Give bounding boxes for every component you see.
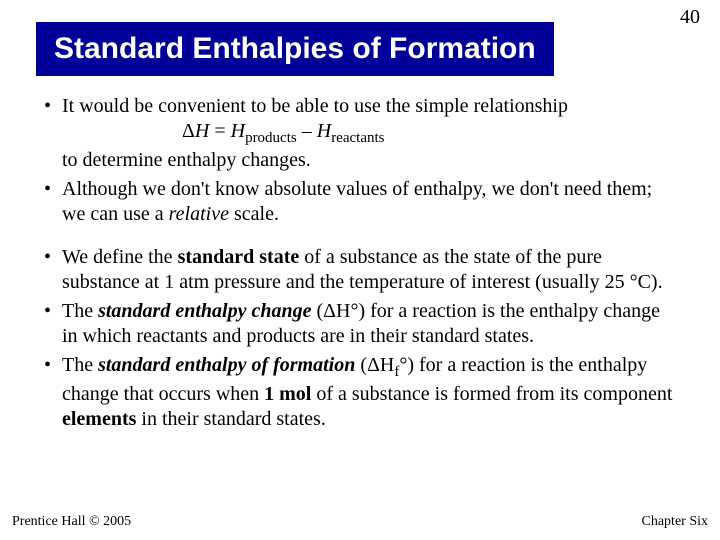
eq-H3: H	[317, 120, 331, 142]
bullet-5-text-a: The	[62, 354, 98, 376]
bullet-3: We define the standard state of a substa…	[44, 245, 676, 295]
eq-delta: Δ	[182, 120, 195, 142]
bullet-3-bold: standard state	[178, 246, 300, 268]
eq-H1: H	[195, 120, 209, 142]
bullet-4-dH: ΔH	[323, 300, 350, 322]
bullet-2-text-a: Although we don't know absolute values o…	[62, 178, 652, 225]
bullet-3-text-a: We define the	[62, 246, 178, 268]
eq-H2: H	[231, 120, 245, 142]
bullet-1-text-pre: It would be convenient to be able to use…	[62, 95, 568, 117]
bullet-5-paren-close: )	[407, 354, 419, 376]
eq-sub-products: products	[245, 130, 297, 146]
bullet-block-2: We define the standard state of a substa…	[44, 245, 676, 432]
bullet-1-text-post: to determine enthalpy changes.	[62, 149, 311, 171]
bullet-5-text-d: in their standard states.	[136, 408, 325, 430]
content-area: It would be convenient to be able to use…	[44, 94, 676, 432]
footer-left: Prentice Hall © 2005	[12, 514, 131, 530]
bullet-5-text-c: of a substance is formed from its compon…	[311, 383, 672, 405]
bullet-4-bold: standard enthalpy change	[98, 300, 311, 322]
slide-title: Standard Enthalpies of Formation	[36, 22, 554, 76]
bullet-5-dH: ΔH	[367, 354, 394, 376]
bullet-4-paren-open: (	[311, 300, 323, 322]
bullet-2-text-b: scale.	[229, 203, 279, 225]
bullet-1: It would be convenient to be able to use…	[44, 94, 676, 173]
eq-equals: =	[209, 120, 230, 142]
eq-sub-reactants: reactants	[331, 130, 384, 146]
footer: Prentice Hall © 2005 Chapter Six	[12, 514, 708, 530]
bullet-5-paren-open: (	[355, 354, 367, 376]
bullet-4-text-a: The	[62, 300, 98, 322]
bullet-5: The standard enthalpy of formation (ΔHf°…	[44, 353, 676, 432]
bullet-5-bold3: elements	[62, 408, 136, 430]
eq-minus: –	[297, 120, 317, 142]
bullet-2: Although we don't know absolute values o…	[44, 177, 676, 227]
bullet-4: The standard enthalpy change (ΔH°) for a…	[44, 299, 676, 349]
page-number: 40	[680, 6, 700, 29]
bullet-5-bold: standard enthalpy of formation	[98, 354, 355, 376]
bullet-5-bold2: 1 mol	[264, 383, 311, 405]
equation-delta-h: ΔH = Hproducts – Hreactants	[182, 119, 676, 148]
bullet-4-paren-close: )	[358, 300, 370, 322]
bullet-2-italic: relative	[169, 203, 229, 225]
bullet-block-1: It would be convenient to be able to use…	[44, 94, 676, 227]
footer-right: Chapter Six	[642, 514, 709, 530]
